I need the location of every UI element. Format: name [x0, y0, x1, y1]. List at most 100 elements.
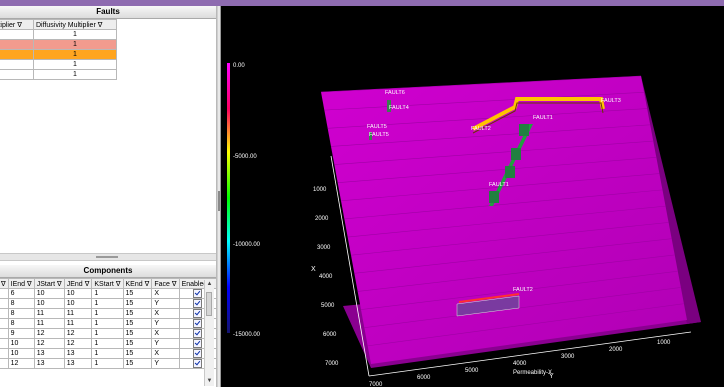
component-jend-cell[interactable]: 10	[63, 288, 93, 299]
component-iend-cell[interactable]: 12	[7, 358, 35, 369]
component-cell[interactable]	[0, 288, 9, 299]
scrollbar-thumb[interactable]	[206, 292, 212, 316]
component-jstart-cell[interactable]: 10	[33, 288, 65, 299]
component-kend-cell[interactable]: 15	[122, 328, 153, 339]
component-jend-cell[interactable]: 13	[63, 358, 93, 369]
component-kend-cell[interactable]: 15	[122, 298, 153, 309]
enabled-checkbox[interactable]	[193, 339, 203, 348]
components-scrollbar[interactable]: ▲ ▼	[204, 280, 214, 386]
component-face-cell[interactable]: X	[151, 288, 180, 299]
fault-row[interactable]: 1	[0, 59, 117, 70]
3d-scene[interactable]: 0.00 -5000.00 -10000.00 -15000.00 1000 20…	[221, 6, 724, 387]
component-jend-cell[interactable]: 13	[63, 348, 93, 359]
component-row[interactable]: 8 11 11 1 15 Y	[0, 318, 217, 329]
reservoir-top-surface[interactable]	[321, 76, 687, 364]
column-header-jend[interactable]: JEnd ∇	[63, 278, 93, 289]
component-face-cell[interactable]: X	[151, 348, 180, 359]
component-row[interactable]: 8 10 10 1 15 Y	[0, 298, 217, 309]
component-cell[interactable]	[0, 308, 9, 319]
component-kstart-cell[interactable]: 1	[91, 288, 124, 299]
component-row[interactable]: 10 12 12 1 15 Y	[0, 338, 217, 349]
component-kstart-cell[interactable]: 1	[91, 308, 124, 319]
panel-divider[interactable]	[0, 253, 216, 261]
fault-multiplier-cell[interactable]	[0, 29, 34, 40]
component-jstart-cell[interactable]: 10	[33, 298, 65, 309]
component-face-cell[interactable]: X	[151, 308, 180, 319]
component-kstart-cell[interactable]: 1	[91, 338, 124, 349]
component-kend-cell[interactable]: 15	[122, 348, 153, 359]
column-header-diffusivity-multiplier[interactable]: Diffusivity Multiplier ∇	[33, 19, 117, 30]
fault-row[interactable]: 1	[0, 69, 117, 80]
component-jstart-cell[interactable]: 12	[33, 328, 65, 339]
enabled-checkbox[interactable]	[193, 299, 203, 308]
fault-group-fault1[interactable]	[489, 124, 533, 206]
component-kstart-cell[interactable]: 1	[91, 358, 124, 369]
fault-diffusivity-cell[interactable]: 1	[33, 39, 117, 50]
component-iend-cell[interactable]: 10	[7, 348, 35, 359]
component-row[interactable]: 10 13 13 1 15 X	[0, 348, 217, 359]
vertical-splitter[interactable]	[217, 6, 221, 387]
fault-diffusivity-cell[interactable]: 1	[33, 59, 117, 70]
filter-icon[interactable]: ∇	[115, 280, 121, 288]
component-row[interactable]: 12 13 13 1 15 Y	[0, 358, 217, 369]
component-kend-cell[interactable]: 15	[122, 358, 153, 369]
filter-icon[interactable]: ∇	[84, 280, 90, 288]
splitter-grip[interactable]	[218, 191, 220, 211]
component-iend-cell[interactable]: 6	[7, 288, 35, 299]
enabled-checkbox[interactable]	[193, 289, 203, 298]
component-iend-cell[interactable]: 9	[7, 328, 35, 339]
component-iend-cell[interactable]: 10	[7, 338, 35, 349]
fault-group-fault3[interactable]	[472, 97, 605, 134]
filter-icon[interactable]: ∇	[144, 280, 150, 288]
fault-row[interactable]: 1	[0, 29, 117, 40]
component-row[interactable]: 8 11 11 1 15 X	[0, 308, 217, 319]
3d-viewport[interactable]: 0.00 -5000.00 -10000.00 -15000.00 1000 20…	[221, 6, 724, 387]
component-jstart-cell[interactable]: 11	[33, 308, 65, 319]
fault-multiplier-cell[interactable]	[0, 39, 34, 50]
component-kstart-cell[interactable]: 1	[91, 348, 124, 359]
component-cell[interactable]	[0, 358, 9, 369]
fault-multiplier-cell[interactable]	[0, 49, 34, 60]
component-cell[interactable]	[0, 298, 9, 309]
fault-group-fault6-4[interactable]	[369, 100, 391, 140]
enabled-checkbox[interactable]	[193, 349, 203, 358]
component-row[interactable]: 9 12 12 1 15 X	[0, 328, 217, 339]
component-cell[interactable]	[0, 338, 9, 349]
component-enabled-cell[interactable]	[178, 358, 217, 369]
component-iend-cell[interactable]: 8	[7, 298, 35, 309]
fault-diffusivity-cell[interactable]: 1	[33, 69, 117, 80]
fault-diffusivity-cell[interactable]: 1	[33, 49, 117, 60]
component-jend-cell[interactable]: 11	[63, 318, 93, 329]
fault-multiplier-cell[interactable]	[0, 59, 34, 70]
component-kstart-cell[interactable]: 1	[91, 328, 124, 339]
enabled-checkbox[interactable]	[193, 309, 203, 318]
column-header-jstart[interactable]: JStart ∇	[33, 278, 65, 289]
scroll-up-arrow-icon[interactable]: ▲	[206, 281, 213, 287]
component-jstart-cell[interactable]: 13	[33, 348, 65, 359]
filter-icon[interactable]: ∇	[97, 21, 103, 29]
component-kstart-cell[interactable]: 1	[91, 318, 124, 329]
filter-icon[interactable]: ∇	[57, 280, 62, 288]
enabled-checkbox[interactable]	[193, 319, 203, 328]
enabled-checkbox[interactable]	[193, 329, 203, 338]
divider-grip[interactable]	[96, 256, 118, 258]
filter-icon[interactable]: ∇	[17, 21, 22, 29]
column-header-kend[interactable]: KEnd ∇	[122, 278, 153, 289]
component-jend-cell[interactable]: 10	[63, 298, 93, 309]
component-iend-cell[interactable]: 8	[7, 318, 35, 329]
component-face-cell[interactable]: Y	[151, 318, 180, 329]
component-cell[interactable]	[0, 328, 9, 339]
component-face-cell[interactable]: Y	[151, 358, 180, 369]
component-jend-cell[interactable]: 11	[63, 308, 93, 319]
scroll-down-arrow-icon[interactable]: ▼	[206, 378, 213, 384]
column-header-kstart[interactable]: KStart ∇	[91, 278, 124, 289]
fault-group-fault2[interactable]	[456, 293, 520, 317]
fault-diffusivity-cell[interactable]: 1	[33, 29, 117, 40]
component-kend-cell[interactable]: 15	[122, 338, 153, 349]
component-iend-cell[interactable]: 8	[7, 308, 35, 319]
column-header-t[interactable]: t∇	[0, 278, 9, 289]
component-cell[interactable]	[0, 318, 9, 329]
component-face-cell[interactable]: Y	[151, 298, 180, 309]
component-kend-cell[interactable]: 15	[122, 288, 153, 299]
component-kend-cell[interactable]: 15	[122, 318, 153, 329]
